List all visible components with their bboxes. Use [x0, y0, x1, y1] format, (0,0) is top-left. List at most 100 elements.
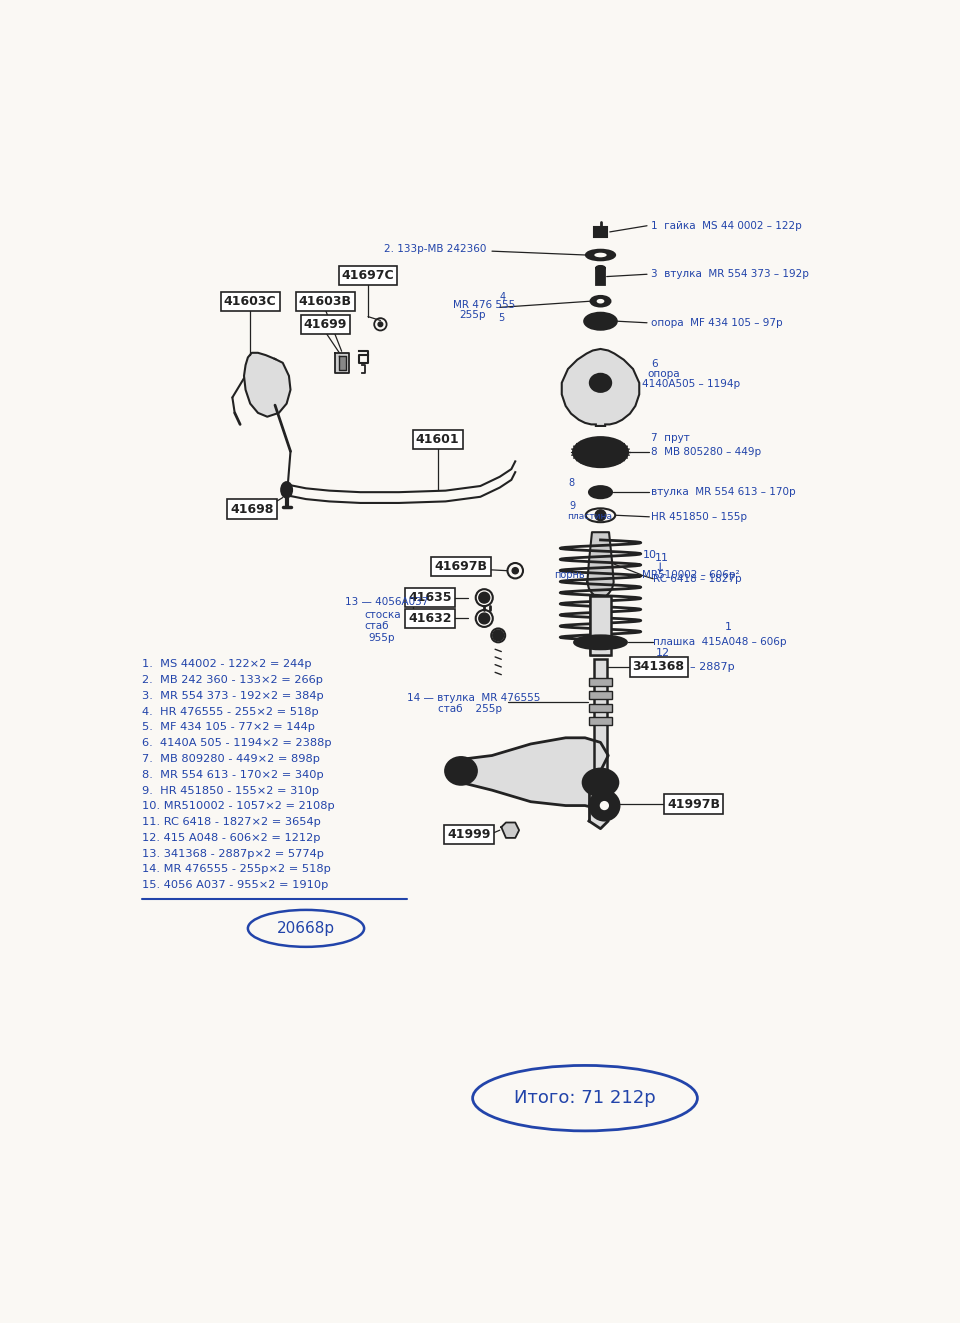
Text: 11: 11 — [655, 553, 669, 564]
Ellipse shape — [574, 635, 627, 650]
Text: 12. 415 A048 - 606×2 = 1212р: 12. 415 A048 - 606×2 = 1212р — [142, 833, 321, 843]
Bar — [588, 677, 612, 687]
Ellipse shape — [590, 296, 611, 307]
Polygon shape — [501, 823, 519, 837]
Text: 1  гайка  MS 44 0002 – 122р: 1 гайка MS 44 0002 – 122р — [651, 221, 802, 230]
Circle shape — [479, 613, 490, 624]
Ellipse shape — [281, 482, 292, 497]
Ellipse shape — [445, 758, 476, 785]
Text: 41997B: 41997B — [667, 798, 720, 811]
Text: втулка  MR 554 613 – 170р: втулка MR 554 613 – 170р — [651, 487, 796, 497]
Ellipse shape — [583, 769, 618, 796]
Circle shape — [512, 568, 518, 574]
Circle shape — [492, 630, 504, 640]
Ellipse shape — [593, 318, 608, 324]
Text: 12: 12 — [657, 648, 670, 658]
Text: плашка  415A048 – 606р: плашка 415A048 – 606р — [653, 638, 786, 647]
Text: 41697C: 41697C — [342, 270, 395, 282]
Text: опора: опора — [647, 369, 680, 378]
Polygon shape — [562, 349, 639, 426]
Text: 41999: 41999 — [447, 828, 491, 841]
Text: 955р: 955р — [368, 632, 395, 643]
Bar — [590, 597, 611, 655]
Polygon shape — [588, 532, 613, 655]
Text: 7.  MB 809280 - 449×2 = 898р: 7. MB 809280 - 449×2 = 898р — [142, 754, 320, 763]
Polygon shape — [335, 353, 348, 373]
Ellipse shape — [586, 250, 615, 261]
Ellipse shape — [596, 299, 605, 303]
Ellipse shape — [589, 373, 612, 392]
Text: 1: 1 — [725, 622, 732, 632]
Ellipse shape — [594, 253, 607, 257]
Text: стаб: стаб — [364, 622, 389, 631]
Text: 4: 4 — [500, 292, 506, 303]
Ellipse shape — [588, 486, 612, 499]
Text: 20668р: 20668р — [276, 921, 335, 935]
Text: 5.  MF 434 105 - 77×2 = 144р: 5. MF 434 105 - 77×2 = 144р — [142, 722, 315, 733]
Text: 13 — 4056A037: 13 — 4056A037 — [345, 597, 428, 606]
Text: 41632: 41632 — [408, 613, 452, 624]
Bar — [593, 659, 608, 806]
Text: 7  прут: 7 прут — [651, 433, 689, 443]
Text: 11. RC 6418 - 1827×2 = 3654р: 11. RC 6418 - 1827×2 = 3654р — [142, 818, 321, 827]
Ellipse shape — [594, 377, 607, 388]
Text: 13. 341368 - 2887р×2 = 5774р: 13. 341368 - 2887р×2 = 5774р — [142, 848, 324, 859]
Text: стаб    255р: стаб 255р — [438, 704, 502, 714]
Text: 6.  4140A 505 - 1194×2 = 2388р: 6. 4140A 505 - 1194×2 = 2388р — [142, 738, 331, 749]
Text: ↓: ↓ — [655, 561, 665, 574]
Bar — [593, 226, 608, 237]
Text: 8  MB 805280 – 449р: 8 MB 805280 – 449р — [651, 447, 761, 458]
Text: 341368: 341368 — [633, 660, 684, 673]
Text: пластина: пластина — [567, 512, 612, 521]
Text: 3  втулка  MR 554 373 – 192р: 3 втулка MR 554 373 – 192р — [651, 270, 808, 279]
Polygon shape — [244, 353, 291, 417]
Text: 5: 5 — [498, 314, 504, 323]
Polygon shape — [461, 738, 609, 828]
Text: – 2887р: – 2887р — [689, 662, 734, 672]
Text: 1.  MS 44002 - 122×2 = 244р: 1. MS 44002 - 122×2 = 244р — [142, 659, 311, 669]
Ellipse shape — [454, 765, 468, 777]
Text: 3.  MR 554 373 - 192×2 = 384р: 3. MR 554 373 - 192×2 = 384р — [142, 691, 324, 701]
Text: 14 — втулка  MR 476555: 14 — втулка MR 476555 — [407, 693, 540, 703]
Text: 41603B: 41603B — [299, 295, 352, 308]
Text: 4140A505 – 1194р: 4140A505 – 1194р — [641, 380, 740, 389]
Ellipse shape — [593, 448, 608, 456]
Ellipse shape — [589, 791, 619, 820]
Ellipse shape — [595, 490, 606, 495]
Text: 41603C: 41603C — [224, 295, 276, 308]
Text: 6: 6 — [651, 359, 658, 369]
Text: Итого: 71 212р: Итого: 71 212р — [515, 1089, 656, 1107]
Ellipse shape — [573, 438, 628, 467]
Ellipse shape — [596, 266, 605, 270]
Text: 4.  HR 476555 - 255×2 = 518р: 4. HR 476555 - 255×2 = 518р — [142, 706, 319, 717]
Text: 8: 8 — [568, 478, 574, 488]
Text: 41601: 41601 — [416, 434, 460, 446]
Bar — [588, 691, 612, 700]
Circle shape — [479, 593, 490, 603]
Circle shape — [378, 321, 383, 327]
Circle shape — [593, 795, 615, 816]
Text: 14. MR 476555 - 255р×2 = 518р: 14. MR 476555 - 255р×2 = 518р — [142, 864, 330, 875]
Text: 9.  HR 451850 - 155×2 = 310р: 9. HR 451850 - 155×2 = 310р — [142, 786, 319, 795]
Text: RC 6418 – 1827р: RC 6418 – 1827р — [653, 574, 742, 583]
Text: HR 451850 – 155р: HR 451850 – 155р — [651, 512, 747, 521]
Bar — [588, 704, 612, 712]
Text: 8.  MR 554 613 - 170×2 = 340р: 8. MR 554 613 - 170×2 = 340р — [142, 770, 324, 779]
Text: стоска: стоска — [364, 610, 400, 619]
Text: 41699: 41699 — [303, 318, 348, 331]
Text: 10: 10 — [643, 550, 658, 561]
Polygon shape — [339, 356, 346, 369]
Circle shape — [592, 775, 609, 790]
Text: 255р: 255р — [460, 310, 486, 320]
Text: 15. 4056 A037 - 955×2 = 1910р: 15. 4056 A037 - 955×2 = 1910р — [142, 880, 328, 890]
Ellipse shape — [585, 312, 616, 329]
Circle shape — [595, 509, 606, 521]
Text: MR510002 – 606р²: MR510002 – 606р² — [641, 570, 739, 579]
Text: 41635: 41635 — [408, 591, 452, 605]
Bar — [596, 269, 605, 284]
Text: 41697B: 41697B — [435, 561, 488, 573]
Text: опора  MF 434 105 – 97р: опора MF 434 105 – 97р — [651, 318, 782, 328]
Text: 2.  MB 242 360 - 133×2 = 266р: 2. MB 242 360 - 133×2 = 266р — [142, 675, 323, 685]
Text: порнь: порнь — [554, 570, 585, 579]
Text: 2. 133р-MB 242360: 2. 133р-MB 242360 — [383, 243, 486, 254]
